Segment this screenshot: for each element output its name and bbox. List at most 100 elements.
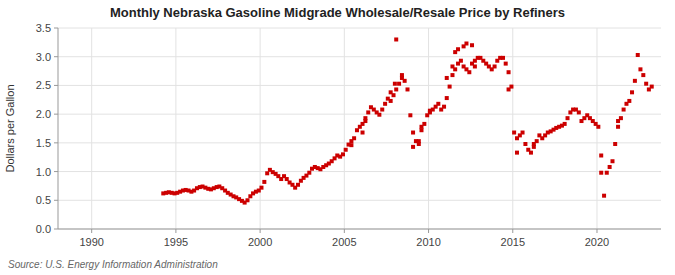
y-grid-line	[58, 56, 661, 57]
scatter-point	[363, 119, 367, 123]
scatter-point	[245, 198, 249, 202]
scatter-point	[393, 82, 397, 86]
x-tick-label: 2020	[585, 236, 609, 248]
x-tick-label: 1990	[79, 236, 103, 248]
x-tick-label: 2000	[248, 236, 272, 248]
y-tick	[54, 56, 58, 57]
scatter-point	[448, 85, 452, 89]
scatter-point	[529, 151, 533, 155]
x-tick	[260, 229, 261, 233]
scatter-point	[456, 47, 460, 51]
scatter-point	[459, 59, 463, 63]
scatter-point	[400, 76, 404, 80]
chart-title: Monthly Nebraska Gasoline Midgrade Whole…	[110, 5, 565, 20]
y-tick	[54, 28, 58, 29]
points	[161, 37, 653, 204]
y-grid-line	[58, 28, 661, 29]
scatter-point	[627, 99, 631, 103]
scatter-point	[563, 122, 567, 126]
scatter-point	[442, 105, 446, 109]
scatter-point	[608, 165, 612, 169]
scatter-point	[419, 128, 423, 132]
grid	[58, 28, 661, 229]
scatter-point	[599, 171, 603, 175]
scatter-point	[633, 79, 637, 83]
y-tick-label: 3.0	[36, 51, 51, 63]
scatter-point	[411, 145, 415, 149]
scatter-point	[464, 42, 468, 46]
scatter-point	[641, 73, 645, 77]
scatter-point	[616, 119, 620, 123]
scatter-point	[605, 171, 609, 175]
x-tick-label: 1995	[164, 236, 188, 248]
scatter-point	[419, 125, 423, 129]
x-grid-line	[512, 28, 513, 229]
scatter-point	[470, 43, 474, 47]
y-tick	[54, 114, 58, 115]
scatter-point	[383, 102, 387, 106]
y-axis-line	[58, 28, 59, 229]
scatter-point	[616, 125, 620, 129]
scatter-point	[622, 108, 626, 112]
x-grid-line	[260, 28, 261, 229]
x-axis-line	[58, 229, 661, 230]
scatter-point	[638, 67, 642, 71]
scatter-point	[366, 110, 370, 114]
y-tick-label: 2.0	[36, 108, 51, 120]
scatter-point	[445, 96, 449, 100]
source-note: Source: U.S. Energy Information Administ…	[8, 259, 218, 270]
scatter-point	[361, 131, 365, 135]
scatter-point	[610, 159, 614, 163]
scatter-point	[285, 177, 289, 181]
y-tick-label: 1.5	[36, 137, 51, 149]
y-grid-line	[58, 200, 661, 201]
scatter-point	[507, 70, 511, 74]
scatter-point	[349, 143, 353, 147]
y-tick-label: 1.0	[36, 166, 51, 178]
scatter-point	[411, 131, 415, 135]
y-grid-line	[58, 171, 661, 172]
scatter-point	[493, 64, 497, 68]
scatter-point	[566, 116, 570, 120]
scatter-point	[599, 153, 603, 157]
y-tick	[54, 171, 58, 172]
scatter-point	[602, 194, 606, 198]
scatter-point	[450, 73, 454, 77]
x-tick-label: 2005	[332, 236, 356, 248]
scatter-point	[352, 136, 356, 140]
x-grid-line	[91, 28, 92, 229]
scatter-point	[630, 90, 634, 94]
scatter-point	[644, 82, 648, 86]
x-tick-label: 2010	[416, 236, 440, 248]
y-grid-line	[58, 142, 661, 143]
scatter-point	[445, 76, 449, 80]
scatter-point	[650, 85, 654, 89]
x-tick	[596, 229, 597, 233]
x-grid-line	[428, 28, 429, 229]
x-tick	[175, 229, 176, 233]
chart: Monthly Nebraska Gasoline Midgrade Whole…	[0, 0, 675, 275]
y-tick	[54, 200, 58, 201]
scatter-point	[436, 102, 440, 106]
scatter-point	[512, 131, 516, 135]
scatter-point	[515, 151, 519, 155]
scatter-point	[577, 110, 581, 114]
y-tick-label: 2.5	[36, 79, 51, 91]
scatter-point	[265, 171, 269, 175]
scatter-point	[344, 148, 348, 152]
scatter-point	[377, 113, 381, 117]
x-grid-line	[175, 28, 176, 229]
scatter-point	[262, 180, 266, 184]
y-axis-label: Dollars per Gallon	[4, 84, 16, 172]
x-tick	[344, 229, 345, 233]
scatter-point	[394, 37, 398, 41]
scatter-point	[523, 142, 527, 146]
y-tick-label: 0.5	[36, 194, 51, 206]
scatter-point	[355, 128, 359, 132]
x-tick	[428, 229, 429, 233]
scatter-point	[417, 139, 421, 143]
x-tick	[512, 229, 513, 233]
y-tick-label: 0.0	[36, 223, 51, 235]
scatter-point	[532, 145, 536, 149]
scatter-point	[296, 183, 300, 187]
